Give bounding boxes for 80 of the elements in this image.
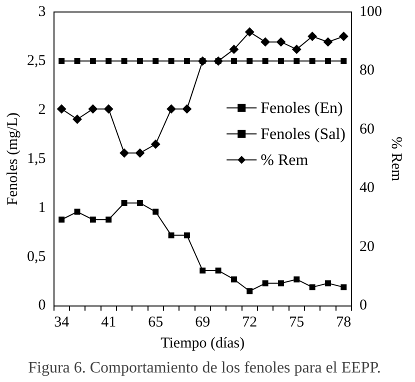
point xyxy=(278,58,284,64)
legend-label: Fenoles (En) xyxy=(260,100,343,118)
x-tick-label: 41 xyxy=(101,314,116,331)
point xyxy=(58,216,65,223)
x-tick-label: 34 xyxy=(54,314,70,331)
point xyxy=(294,276,300,282)
y-axis-title: Fenoles (mg/L) xyxy=(4,112,21,206)
x-tick-label: 69 xyxy=(195,314,210,331)
point xyxy=(215,268,222,274)
point xyxy=(276,37,286,46)
point xyxy=(182,104,192,114)
point xyxy=(136,58,143,64)
point xyxy=(72,114,82,124)
point xyxy=(294,58,300,64)
x-axis-title: Tiempo (días) xyxy=(160,336,245,352)
point xyxy=(184,58,190,64)
point xyxy=(309,284,316,290)
point xyxy=(88,104,98,114)
point xyxy=(121,58,128,64)
y2-tick-label: 0 xyxy=(360,298,367,314)
point xyxy=(184,232,190,238)
y-tick-label: 2 xyxy=(38,102,46,118)
y2-tick-label: 100 xyxy=(360,4,382,20)
point xyxy=(260,37,270,46)
point xyxy=(120,148,129,158)
x-tick-label: 78 xyxy=(336,314,352,331)
y2-tick-label: 20 xyxy=(360,238,374,255)
point xyxy=(166,104,176,114)
point xyxy=(106,216,112,223)
point xyxy=(340,58,347,64)
point xyxy=(309,58,316,64)
y-tick-label: 1 xyxy=(38,200,46,216)
point xyxy=(200,268,206,274)
point xyxy=(121,200,128,206)
x-tick-label: 65 xyxy=(148,314,164,331)
point xyxy=(90,216,96,223)
point xyxy=(106,58,112,64)
point xyxy=(246,58,253,64)
y-tick-label: 3 xyxy=(38,4,46,20)
point xyxy=(168,232,174,238)
point xyxy=(104,104,114,114)
x-tick-label: 75 xyxy=(289,314,304,331)
point xyxy=(229,44,238,54)
point xyxy=(325,280,331,286)
point xyxy=(152,58,159,64)
y-tick-label: 2,5 xyxy=(27,52,46,69)
point xyxy=(151,140,160,149)
legend-label: Fenoles (Sal) xyxy=(260,126,346,144)
y-tick-label: 1,5 xyxy=(27,150,46,167)
point xyxy=(323,37,332,46)
point xyxy=(90,58,96,64)
y-tick-label: 0,5 xyxy=(27,248,46,265)
point xyxy=(340,284,347,290)
point xyxy=(152,208,159,215)
y2-tick-label: 60 xyxy=(360,121,374,138)
point xyxy=(230,58,237,64)
point xyxy=(57,104,66,114)
point xyxy=(278,280,284,286)
point xyxy=(245,27,254,36)
point xyxy=(262,280,268,286)
y2-axis-title: % Rem xyxy=(388,136,404,182)
text: Figura 6. Comportamiento de los fenoles para el EEPP. xyxy=(28,360,381,377)
point xyxy=(246,288,253,294)
point xyxy=(292,44,302,54)
point xyxy=(308,32,317,41)
point xyxy=(339,32,348,41)
y2-tick-label: 40 xyxy=(360,180,374,196)
point xyxy=(262,58,268,64)
point xyxy=(136,200,143,206)
point xyxy=(74,208,80,215)
point xyxy=(135,148,144,158)
legend-label: % Rem xyxy=(260,152,309,170)
y-tick-label: 0 xyxy=(38,298,46,314)
x-tick-label: 72 xyxy=(242,314,258,331)
point xyxy=(74,58,80,64)
point xyxy=(325,58,331,64)
point xyxy=(230,276,237,282)
point xyxy=(58,58,65,64)
y2-tick-label: 80 xyxy=(360,62,374,79)
point xyxy=(168,58,174,64)
